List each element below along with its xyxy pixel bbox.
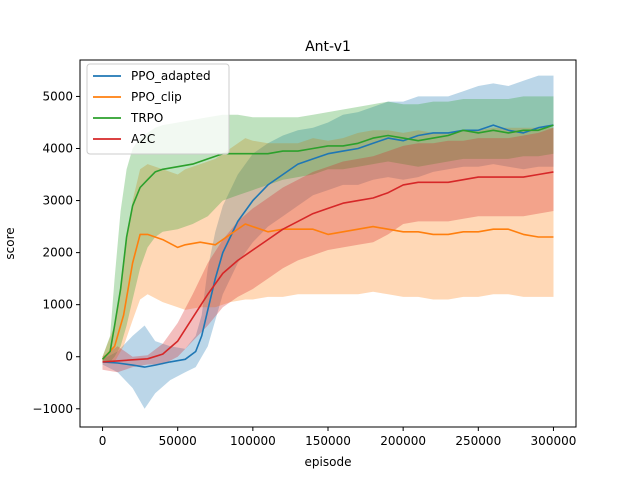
- y-tick-label: 0: [65, 350, 73, 364]
- series-lines: [101, 124, 554, 368]
- legend-label: TRPO: [130, 111, 163, 125]
- legend-box: [86, 63, 230, 155]
- band-ppo-clip: [102, 127, 554, 362]
- y-tick-label: 2000: [42, 246, 73, 260]
- legend-label: PPO_adapted: [131, 69, 211, 83]
- y-tick-label: 4000: [42, 141, 73, 155]
- x-axis-label: episode: [305, 455, 352, 469]
- x-axis-ticks: 0 50000 100000 150000 200000 250000 300000: [99, 427, 577, 448]
- x-tick-label: 250000: [455, 434, 501, 448]
- line-trpo: [101, 124, 554, 360]
- y-axis-label: score: [3, 227, 17, 259]
- y-tick-label: −1000: [32, 402, 73, 416]
- legend-label: PPO_clip: [131, 90, 182, 104]
- line-ppo-clip: [101, 223, 554, 360]
- y-tick-label: 1000: [42, 298, 73, 312]
- x-tick-label: 50000: [159, 434, 197, 448]
- x-tick-label: 150000: [305, 434, 351, 448]
- x-tick-label: 100000: [230, 434, 276, 448]
- line-ppo-adapted: [102, 124, 554, 368]
- legend: PPO_adapted PPO_clip TRPO A2C: [86, 63, 230, 155]
- confidence-bands: [102, 75, 554, 409]
- band-ppo-adapted: [102, 75, 554, 409]
- line-a2c: [102, 171, 554, 363]
- x-tick-label: 300000: [531, 434, 577, 448]
- x-tick-label: 200000: [380, 434, 426, 448]
- x-tick-label: 0: [99, 434, 107, 448]
- band-a2c: [102, 127, 554, 373]
- band-trpo: [102, 96, 554, 362]
- y-tick-label: 3000: [42, 194, 73, 208]
- chart-title: Ant-v1: [305, 39, 351, 55]
- y-tick-label: 5000: [42, 89, 73, 103]
- y-axis-ticks: −1000 0 1000 2000 3000 4000 5000: [32, 89, 80, 416]
- legend-label: A2C: [131, 132, 155, 146]
